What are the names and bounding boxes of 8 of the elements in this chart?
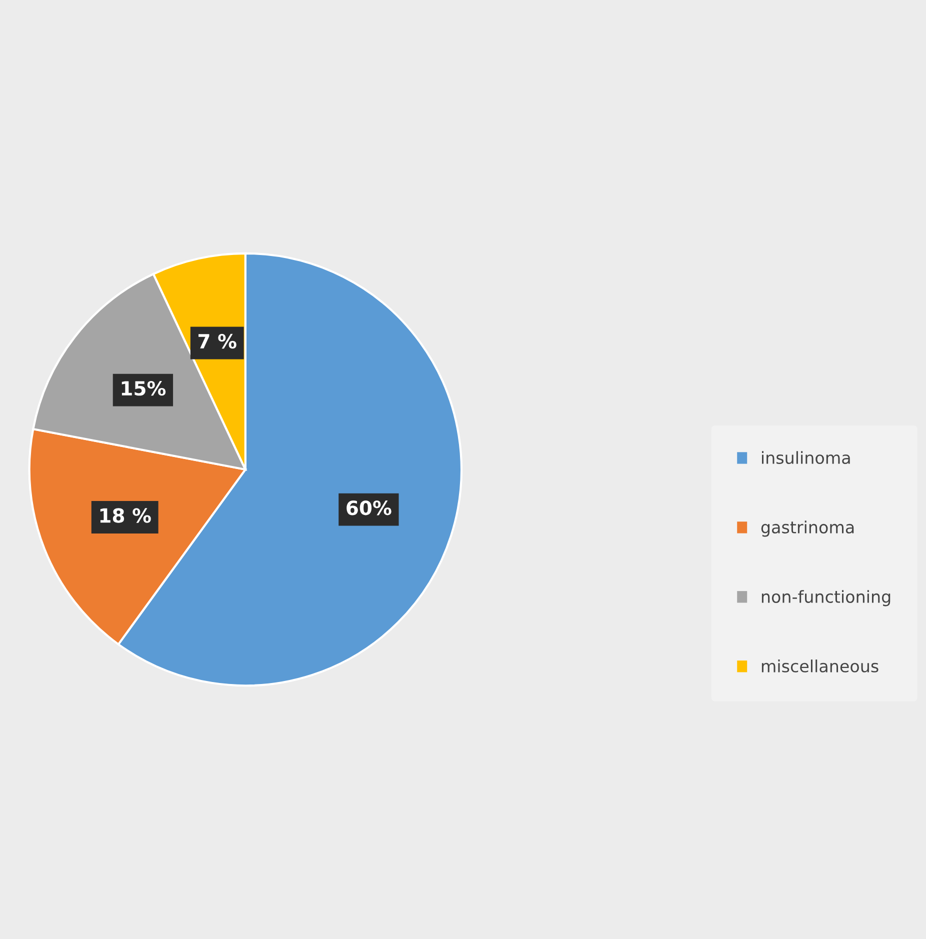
data-label: 15%	[122, 380, 166, 396]
legend-label: gastrinoma	[761, 520, 854, 537]
data-label: 7 %	[198, 334, 236, 349]
legend-label: insulinoma	[762, 451, 850, 464]
legend-label: miscellaneous	[762, 660, 878, 672]
data-label: 18 %	[100, 508, 151, 523]
data-label: 60%	[346, 500, 392, 516]
legend-label: non-functioning	[762, 590, 890, 606]
